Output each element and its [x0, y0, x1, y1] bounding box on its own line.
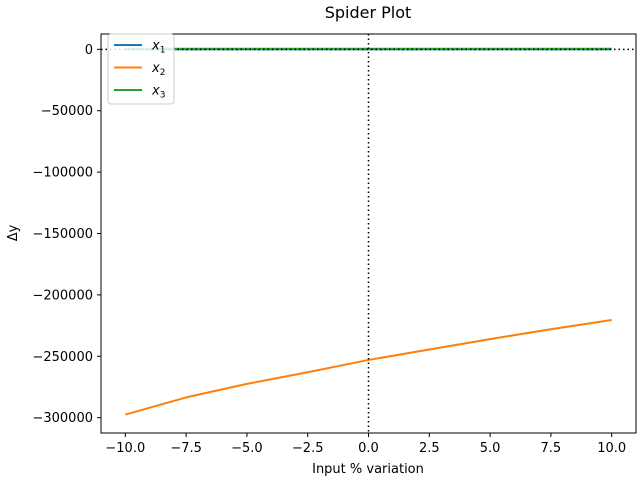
- legend-box: [107, 33, 175, 105]
- y-tick-label: −200000: [32, 288, 93, 303]
- y-tick-label: 0: [85, 43, 93, 58]
- x-tick-label: −2.5: [292, 441, 324, 456]
- x-axis-label: Input % variation: [312, 462, 424, 477]
- x-tick-label: −10.0: [105, 441, 145, 456]
- legend-label-x2: x2: [151, 61, 165, 78]
- x-tick-label: 5.0: [480, 441, 501, 456]
- y-tick-label: −150000: [32, 227, 93, 242]
- x-tick-label: 7.5: [541, 441, 562, 456]
- y-tick-label: −50000: [41, 104, 93, 119]
- legend: x1 x2 x3: [107, 33, 175, 105]
- legend-label-x3: x3: [151, 84, 165, 101]
- y-axis-label: Δy: [6, 224, 21, 241]
- x-tick-label: 0.0: [358, 441, 379, 456]
- series-line-x2: [125, 319, 612, 416]
- axis-ticks: −10.0 −7.5 −5.0 −2.5 0.0 2.5 5.0 7.5 10.0 0 −50000…: [32, 43, 626, 456]
- x-tick-label: −5.0: [231, 441, 263, 456]
- y-tick-label: −100000: [32, 166, 93, 181]
- x-tick-label: 2.5: [419, 441, 440, 456]
- x-tick-label: −7.5: [170, 441, 202, 456]
- y-tick-label: −250000: [32, 350, 93, 365]
- y-tick-label: −300000: [32, 411, 93, 426]
- plot-area: [101, 34, 636, 433]
- chart-title: Spider Plot: [325, 3, 412, 22]
- legend-label-x1: x1: [151, 39, 165, 56]
- x-tick-label: 10.0: [597, 441, 626, 456]
